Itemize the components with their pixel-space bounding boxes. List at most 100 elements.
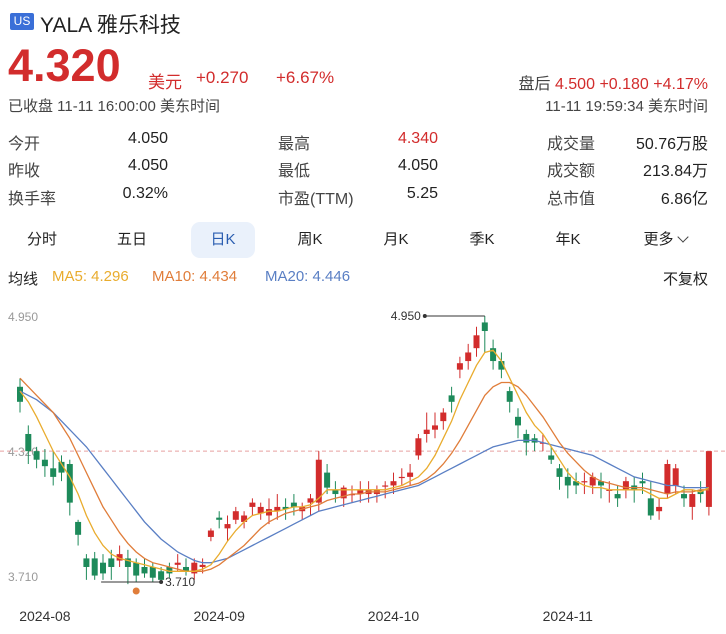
after-hours-quote: 盘后 4.500 +0.180 +4.17%: [518, 70, 708, 94]
x-axis-label: 2024-11: [543, 608, 594, 624]
stat-value-prev-close: 4.050: [127, 157, 168, 174]
ma20-line: [19, 390, 709, 564]
candle-body: [207, 530, 214, 537]
candle-body: [490, 348, 497, 362]
x-axis-label: 2024-10: [368, 608, 420, 624]
adjust-toggle[interactable]: 不复权: [662, 271, 708, 288]
candle-body: [108, 558, 115, 567]
max-price-label: 4.950: [391, 309, 421, 323]
stat-value-turnover-rate: 0.32%: [122, 185, 168, 202]
candle-body: [556, 468, 563, 477]
candle-body: [241, 515, 248, 522]
candle-body: [290, 502, 297, 507]
ma-legend-base: 均线: [8, 271, 39, 288]
candle-body: [515, 416, 521, 426]
candle-body: [116, 554, 123, 561]
candle-body: [149, 566, 156, 578]
candle-body: [440, 412, 447, 422]
stat-label-high: 最高: [278, 136, 311, 153]
candle-body: [133, 562, 140, 576]
candle-body: [257, 506, 264, 514]
tab-intraday[interactable]: 分时: [26, 231, 57, 248]
candle-body: [481, 322, 488, 332]
tab-more[interactable]: 更多: [630, 222, 700, 258]
stat-value-turnover-amount: 213.84万: [643, 163, 708, 180]
candle-body: [473, 335, 480, 349]
stat-label-low: 最低: [278, 163, 311, 180]
stat-value-high: 4.340: [397, 130, 438, 147]
chart-period-tabs: 分时 五日 日K 周K 月K 季K 年K 更多: [0, 222, 726, 260]
candle-body: [25, 433, 32, 452]
candle-body: [523, 433, 530, 443]
ma10-line: [19, 377, 709, 572]
min-marker-dot: [159, 580, 164, 584]
price-change: +0.270: [196, 68, 249, 87]
candle-body: [307, 498, 314, 503]
stat-value-market-cap: 6.86亿: [660, 191, 708, 208]
candle-body: [324, 472, 331, 488]
candle-body: [639, 481, 646, 484]
after-hours-price: 4.500: [554, 76, 595, 93]
candle-body: [33, 451, 40, 460]
currency-unit: 美元: [148, 73, 182, 92]
ma20-legend: MA20: 4.446: [265, 268, 351, 285]
candle-body: [183, 566, 189, 572]
candle-body: [664, 464, 671, 495]
tab-five-day[interactable]: 五日: [116, 231, 147, 248]
candle-body: [124, 558, 131, 567]
candle-body: [398, 476, 405, 479]
candle-body: [432, 425, 438, 430]
candle-body: [415, 438, 422, 456]
candle-body: [390, 481, 397, 486]
stat-label-pe: 市盈(TTM): [278, 191, 354, 208]
candle-body: [41, 459, 48, 467]
price-change-pct: +6.67%: [276, 68, 335, 87]
candle-body: [448, 395, 455, 402]
current-price: 4.320: [8, 40, 121, 91]
candle-body: [598, 481, 604, 486]
candle-body: [166, 566, 173, 574]
after-hours-time: 11-11 19:59:34 美东时间: [545, 98, 708, 115]
candle-body: [407, 472, 414, 477]
y-axis-label: 4.950: [8, 310, 38, 324]
candle-body: [100, 562, 106, 574]
candle-body: [141, 566, 148, 574]
candle-body: [423, 429, 430, 434]
candle-body: [83, 558, 90, 567]
stat-label-market-cap: 总市值: [547, 191, 596, 208]
tab-quarterly-k[interactable]: 季K: [469, 231, 495, 248]
candle-body: [17, 386, 23, 402]
stat-value-volume: 50.76万股: [635, 136, 708, 153]
candle-body: [266, 509, 272, 516]
candle-body: [158, 571, 165, 580]
candle-body: [357, 489, 364, 495]
stat-label-open: 今开: [8, 136, 41, 153]
tab-monthly-k[interactable]: 月K: [383, 231, 409, 248]
min-price-label: 3.710: [165, 575, 195, 589]
stat-label-volume: 成交量: [547, 136, 596, 153]
candle-body: [282, 506, 289, 510]
company-name: 雅乐科技: [96, 14, 181, 37]
market-badge: US: [10, 13, 34, 30]
candle-body: [465, 352, 472, 362]
candle-body: [589, 476, 596, 486]
max-marker-dot: [422, 314, 427, 318]
candle-body: [681, 494, 687, 499]
stat-value-open: 4.050: [127, 130, 168, 147]
tab-yearly-k[interactable]: 年K: [555, 231, 581, 248]
candle-body: [274, 506, 281, 512]
candle-body: [672, 468, 679, 486]
tab-weekly-k[interactable]: 周K: [297, 231, 323, 248]
candle-body: [705, 451, 712, 507]
candle-body: [498, 361, 505, 370]
candle-body: [174, 562, 181, 565]
candle-body: [332, 489, 339, 495]
stat-label-turnover-rate: 换手率: [8, 191, 57, 208]
x-axis-label: 2024-08: [19, 608, 71, 624]
x-axis-label: 2024-09: [194, 608, 246, 624]
ma10-legend: MA10: 4.434: [152, 268, 238, 285]
candle-body: [249, 502, 256, 507]
candle-body: [232, 511, 239, 520]
tab-daily-k[interactable]: 日K: [191, 222, 255, 258]
